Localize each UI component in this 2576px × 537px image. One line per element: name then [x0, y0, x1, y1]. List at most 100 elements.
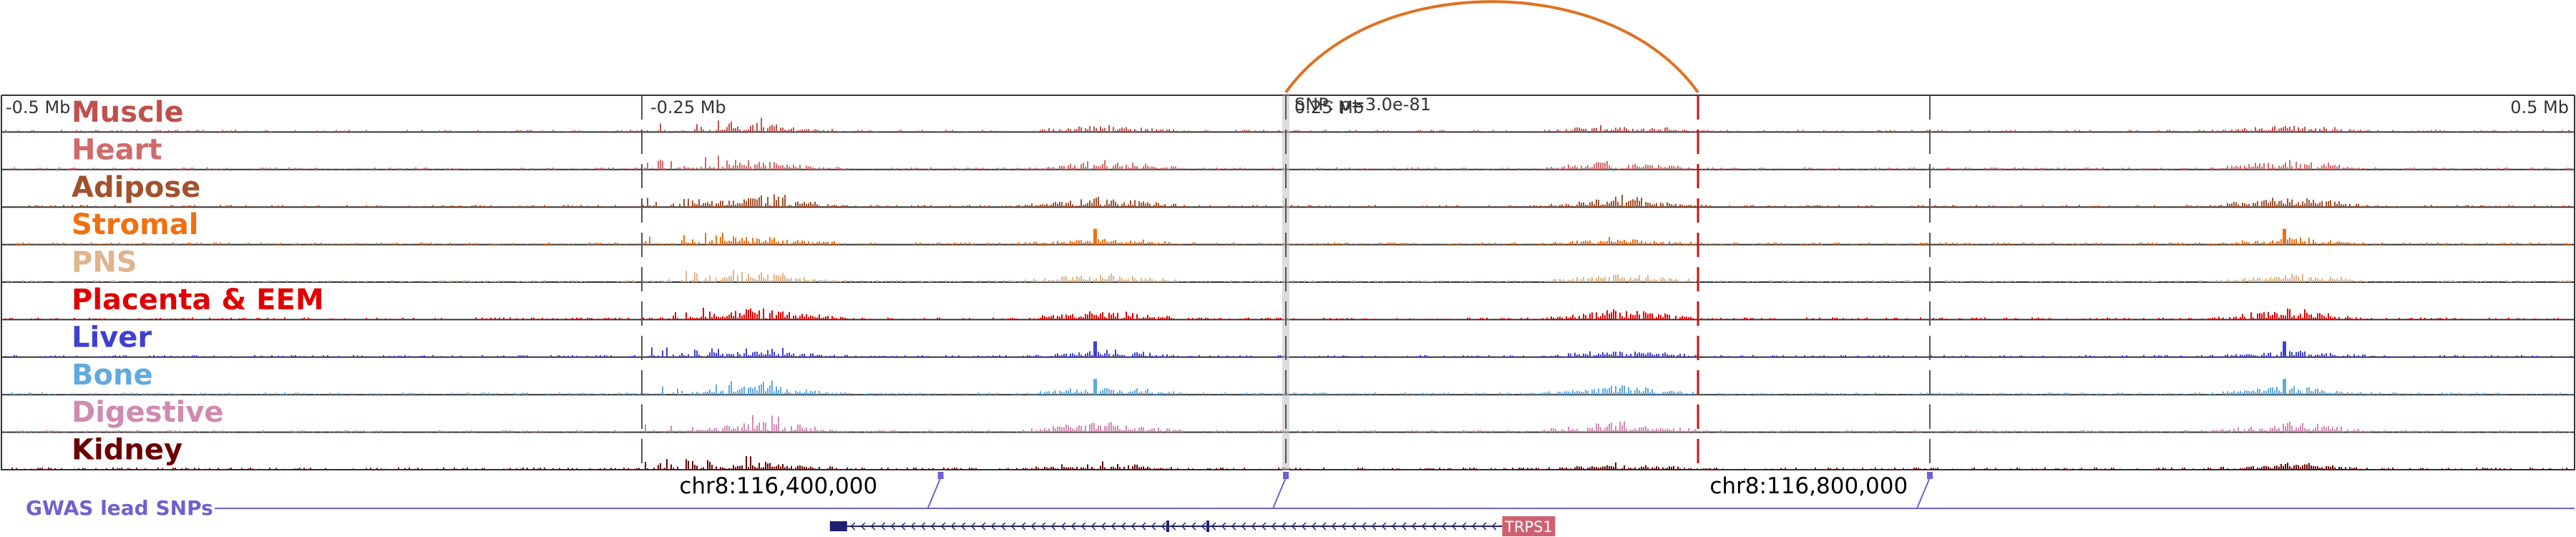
strand-arrow: [1401, 522, 1407, 531]
marker-lines: [641, 95, 1931, 470]
signal-muscle: [5, 117, 2574, 132]
strand-arrow: [1040, 522, 1046, 531]
gwas-snp-stem: [927, 477, 942, 509]
scale-tick-label: 0.25 Mb: [1294, 97, 1364, 117]
strand-arrow: [1010, 522, 1016, 531]
gene-exon: [1166, 521, 1169, 532]
track-label: Kidney: [72, 434, 182, 467]
strand-arrow: [1201, 522, 1206, 531]
interaction-loop: [1284, 0, 1699, 94]
strand-arrow: [950, 522, 956, 531]
gene-label: TRPS1: [1504, 518, 1553, 536]
signal-liver: [5, 347, 2572, 357]
signal-digestive: [5, 415, 2572, 432]
strand-arrow: [1231, 522, 1236, 531]
strand-arrow: [920, 522, 926, 531]
track-label: Liver: [72, 321, 152, 354]
strand-arrow: [1241, 522, 1246, 531]
strand-arrow: [880, 522, 886, 531]
strand-arrow: [1191, 522, 1196, 531]
strand-arrow: [1161, 522, 1166, 531]
track-label: Bone: [72, 359, 153, 392]
strand-arrow: [960, 522, 966, 531]
strand-arrow: [1341, 522, 1347, 531]
lead-snp-label: SNP: p=3.0e-81: [1294, 95, 1431, 115]
gwas-snp-mark: [1283, 472, 1289, 479]
strand-arrow: [1181, 522, 1186, 531]
coord-tick-label: chr8:116,400,000: [679, 473, 877, 499]
strand-arrow: [1050, 522, 1056, 531]
strand-arrow: [940, 522, 946, 531]
strand-arrow: [910, 522, 916, 531]
strand-arrow: [1431, 522, 1437, 531]
peak-mark: [2283, 341, 2286, 357]
track-label: Stromal: [72, 208, 199, 241]
signal-pns: [7, 270, 2572, 282]
coord-tick-label: chr8:116,800,000: [1709, 473, 1908, 499]
strand-arrow: [1211, 522, 1216, 531]
strand-arrow: [1361, 522, 1367, 531]
strand-arrow: [1451, 522, 1457, 531]
strand-arrow: [1121, 522, 1126, 531]
signal-stromal: [7, 233, 2572, 245]
peak-mark: [1093, 379, 1097, 395]
strand-arrow: [990, 522, 996, 531]
strand-arrow: [1381, 522, 1387, 531]
strand-arrow: [1171, 522, 1176, 531]
gwas-label: GWAS lead SNPs: [26, 496, 213, 520]
strand-arrow: [1291, 522, 1297, 531]
strand-arrow: [1251, 522, 1257, 531]
track-heart: Heart: [1, 133, 2575, 170]
strand-arrow: [1261, 522, 1267, 531]
gwas-track: GWAS lead SNPs: [26, 472, 2575, 520]
strand-arrow: [1481, 522, 1487, 531]
strand-arrow: [1151, 522, 1156, 531]
gwas-snp-mark: [937, 472, 944, 479]
strand-arrow: [1281, 522, 1287, 531]
strand-arrow: [1371, 522, 1377, 531]
strand-arrow: [900, 522, 906, 531]
strand-arrow: [1331, 522, 1337, 531]
strand-arrow: [1020, 522, 1026, 531]
signal-kidney: [11, 456, 2567, 470]
track-placenta-eem: Placenta & EEM: [1, 284, 2575, 321]
strand-arrow: [1060, 522, 1066, 531]
loop-arc: [1284, 0, 1699, 94]
gene-exon: [829, 521, 847, 531]
track-digestive: Digestive: [1, 396, 2575, 433]
strand-arrow: [1131, 522, 1136, 531]
scale-tick-label: 0.5 Mb: [2510, 97, 2569, 117]
signal-heart: [9, 155, 2572, 170]
strand-arrow: [1221, 522, 1226, 531]
strand-arrow: [1321, 522, 1327, 531]
strand-arrow: [1111, 522, 1116, 531]
strand-arrow: [1070, 522, 1076, 531]
track-label: Adipose: [72, 171, 200, 204]
strand-arrow: [1411, 522, 1417, 531]
scale-tick-label: -0.5 Mb: [6, 97, 70, 117]
strand-arrow: [890, 522, 896, 531]
scale-tick-label: -0.25 Mb: [650, 97, 726, 117]
signal-bone: [5, 380, 2574, 395]
strand-arrow: [970, 522, 976, 531]
strand-arrow: [870, 522, 876, 531]
strand-arrow: [1091, 522, 1096, 531]
strand-arrow: [1391, 522, 1397, 531]
strand-arrow: [1461, 522, 1467, 531]
peak-mark: [2283, 228, 2286, 245]
strand-arrow: [1030, 522, 1036, 531]
strand-arrow: [930, 522, 936, 531]
track-panels: Muscle Heart Adipose Stromal PNS Placenta & E…: [1, 95, 2575, 470]
gwas-snp-stem: [1916, 477, 1931, 509]
gwas-snp-stem: [1272, 477, 1287, 509]
signal-placenta-eem: [5, 307, 2563, 320]
strand-arrow: [1080, 522, 1086, 531]
strand-arrow: [850, 522, 856, 531]
track-label: Muscle: [72, 96, 184, 129]
gene-exon: [1206, 521, 1209, 532]
scale-ticks: -0.5 Mb -0.25 Mb 0.25 Mb 0.5 Mb SNP: p=3.0e-…: [6, 95, 2569, 499]
peak-mark: [1093, 341, 1097, 357]
signal-adipose: [7, 194, 2574, 208]
strand-arrow: [860, 522, 866, 531]
